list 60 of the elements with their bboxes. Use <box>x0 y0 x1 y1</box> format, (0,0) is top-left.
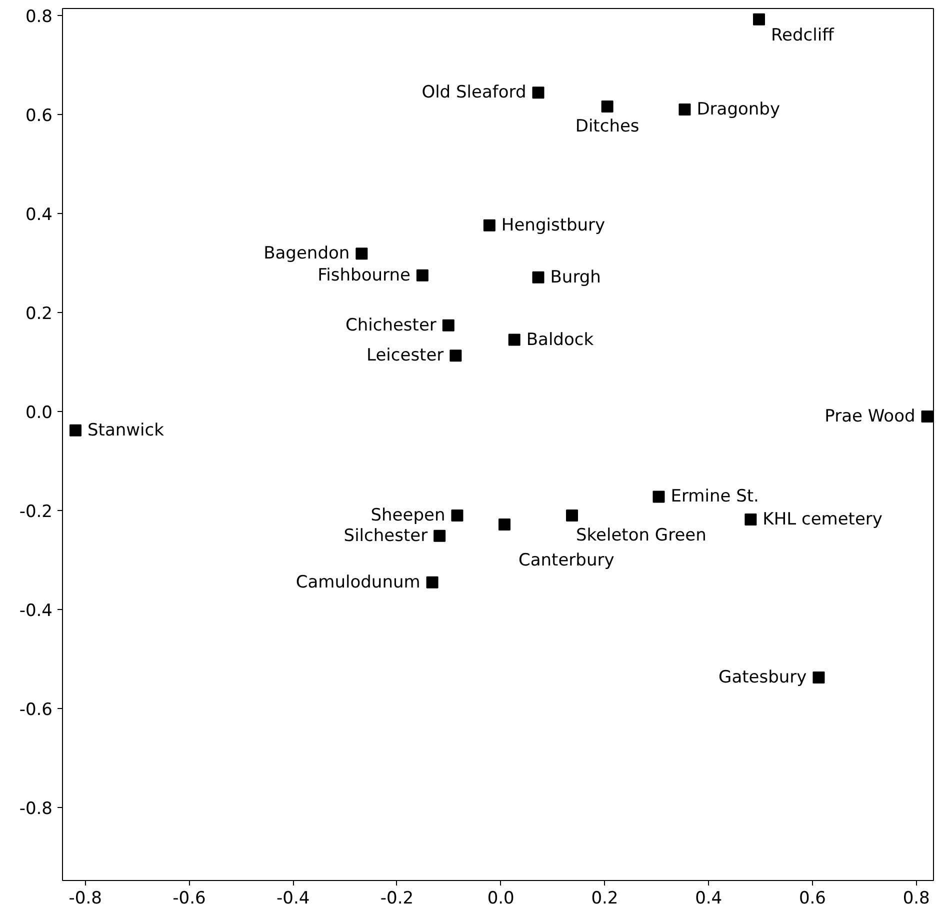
point <box>483 219 496 232</box>
annotation: Stanwick <box>87 420 164 440</box>
point <box>744 514 757 526</box>
y-tick-label: -0.2 <box>19 502 52 522</box>
x-tick-label: 0.4 <box>695 888 722 908</box>
point <box>508 334 520 346</box>
x-tick-label: 0.6 <box>798 888 826 908</box>
point <box>451 510 464 522</box>
annotation: Chichester <box>345 315 436 336</box>
point <box>812 671 825 684</box>
point <box>652 490 665 503</box>
annotation: KHL cemetery <box>762 510 882 530</box>
point <box>498 518 510 530</box>
y-tick-label: 0.4 <box>25 205 53 225</box>
annotation: Redcliff <box>770 25 836 46</box>
x-tick-label: 0.2 <box>591 888 618 908</box>
point <box>678 104 691 116</box>
annotation: Gatesbury <box>718 667 807 688</box>
point <box>532 271 544 284</box>
annotation: Prae Wood <box>824 406 916 427</box>
point <box>532 86 544 99</box>
y-tick-label: -0.6 <box>19 700 52 720</box>
y-tick-label: 0.6 <box>25 106 53 126</box>
annotation: Sheepen <box>370 506 446 526</box>
annotation: Camulodunum <box>296 572 420 592</box>
point <box>442 319 454 332</box>
annotation: Baldock <box>526 330 594 350</box>
annotation: Ermine St. <box>670 486 759 507</box>
annotation: Skeleton Green <box>576 526 706 546</box>
y-tick-label: 0.8 <box>25 6 53 27</box>
point <box>416 269 428 282</box>
y-tick-label: -0.4 <box>19 601 52 622</box>
annotation: Canterbury <box>518 550 614 570</box>
x-tick-label: -0.4 <box>276 888 310 908</box>
point <box>426 576 438 588</box>
x-tick-label: -0.8 <box>68 888 102 908</box>
point <box>356 248 368 260</box>
point <box>69 424 82 436</box>
y-tick-label: 0.0 <box>25 403 53 424</box>
point <box>566 510 578 522</box>
point <box>434 530 446 542</box>
annotation: Hengistbury <box>501 215 606 236</box>
annotation: Silchester <box>344 526 428 546</box>
annotation: Dragonby <box>696 100 780 120</box>
x-tick-label: -0.2 <box>380 888 414 908</box>
point <box>601 100 614 113</box>
annotation: Old Sleaford <box>422 82 526 103</box>
point <box>450 350 462 362</box>
annotation: Fishbourne <box>318 265 410 286</box>
point <box>921 410 934 423</box>
x-tick-label: 0.8 <box>902 888 930 908</box>
y-tick-label: -0.8 <box>19 799 52 820</box>
annotation: Burgh <box>550 267 601 288</box>
x-tick-label: 0.0 <box>487 888 514 908</box>
y-tick-label: 0.2 <box>25 304 53 324</box>
annotation: Leicester <box>366 346 444 366</box>
point <box>752 13 765 26</box>
x-tick-label: -0.6 <box>172 888 206 908</box>
annotation: Ditches <box>575 116 640 137</box>
annotation: Bagendon <box>264 244 350 264</box>
